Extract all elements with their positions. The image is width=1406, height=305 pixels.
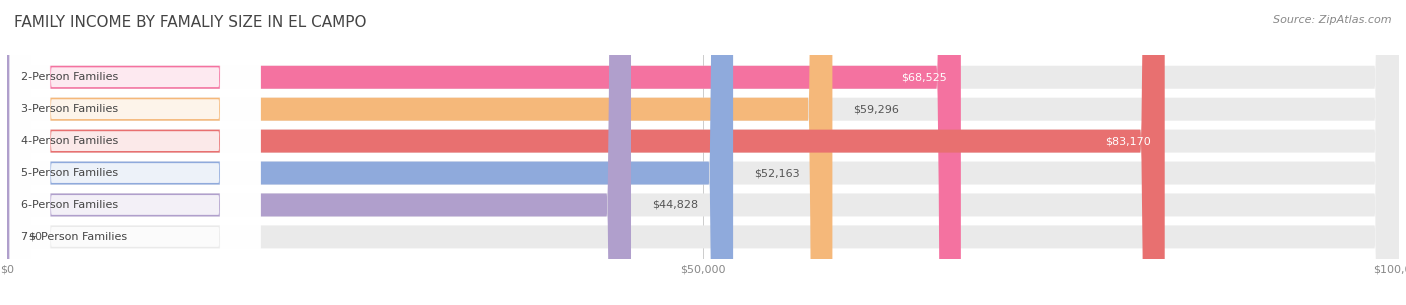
Text: 6-Person Families: 6-Person Families [21, 200, 118, 210]
FancyBboxPatch shape [7, 0, 1399, 305]
Text: 2-Person Families: 2-Person Families [21, 72, 118, 82]
Text: $52,163: $52,163 [754, 168, 800, 178]
Text: $59,296: $59,296 [853, 104, 900, 114]
FancyBboxPatch shape [7, 0, 733, 305]
FancyBboxPatch shape [7, 0, 960, 305]
FancyBboxPatch shape [7, 0, 1399, 305]
Text: 5-Person Families: 5-Person Families [21, 168, 118, 178]
Text: 3-Person Families: 3-Person Families [21, 104, 118, 114]
FancyBboxPatch shape [10, 0, 260, 305]
FancyBboxPatch shape [10, 0, 260, 305]
Text: $0: $0 [28, 232, 42, 242]
Text: 4-Person Families: 4-Person Families [21, 136, 118, 146]
FancyBboxPatch shape [7, 0, 1399, 305]
Text: FAMILY INCOME BY FAMALIY SIZE IN EL CAMPO: FAMILY INCOME BY FAMALIY SIZE IN EL CAMP… [14, 15, 367, 30]
FancyBboxPatch shape [7, 0, 631, 305]
Text: 7+ Person Families: 7+ Person Families [21, 232, 127, 242]
FancyBboxPatch shape [10, 0, 260, 305]
Text: Source: ZipAtlas.com: Source: ZipAtlas.com [1274, 15, 1392, 25]
FancyBboxPatch shape [10, 0, 260, 305]
FancyBboxPatch shape [7, 0, 1164, 305]
Text: $83,170: $83,170 [1105, 136, 1150, 146]
FancyBboxPatch shape [10, 0, 260, 305]
FancyBboxPatch shape [10, 0, 260, 305]
Text: $44,828: $44,828 [652, 200, 697, 210]
Text: $68,525: $68,525 [901, 72, 946, 82]
FancyBboxPatch shape [7, 0, 1399, 305]
FancyBboxPatch shape [7, 0, 1399, 305]
FancyBboxPatch shape [7, 0, 832, 305]
FancyBboxPatch shape [7, 0, 1399, 305]
